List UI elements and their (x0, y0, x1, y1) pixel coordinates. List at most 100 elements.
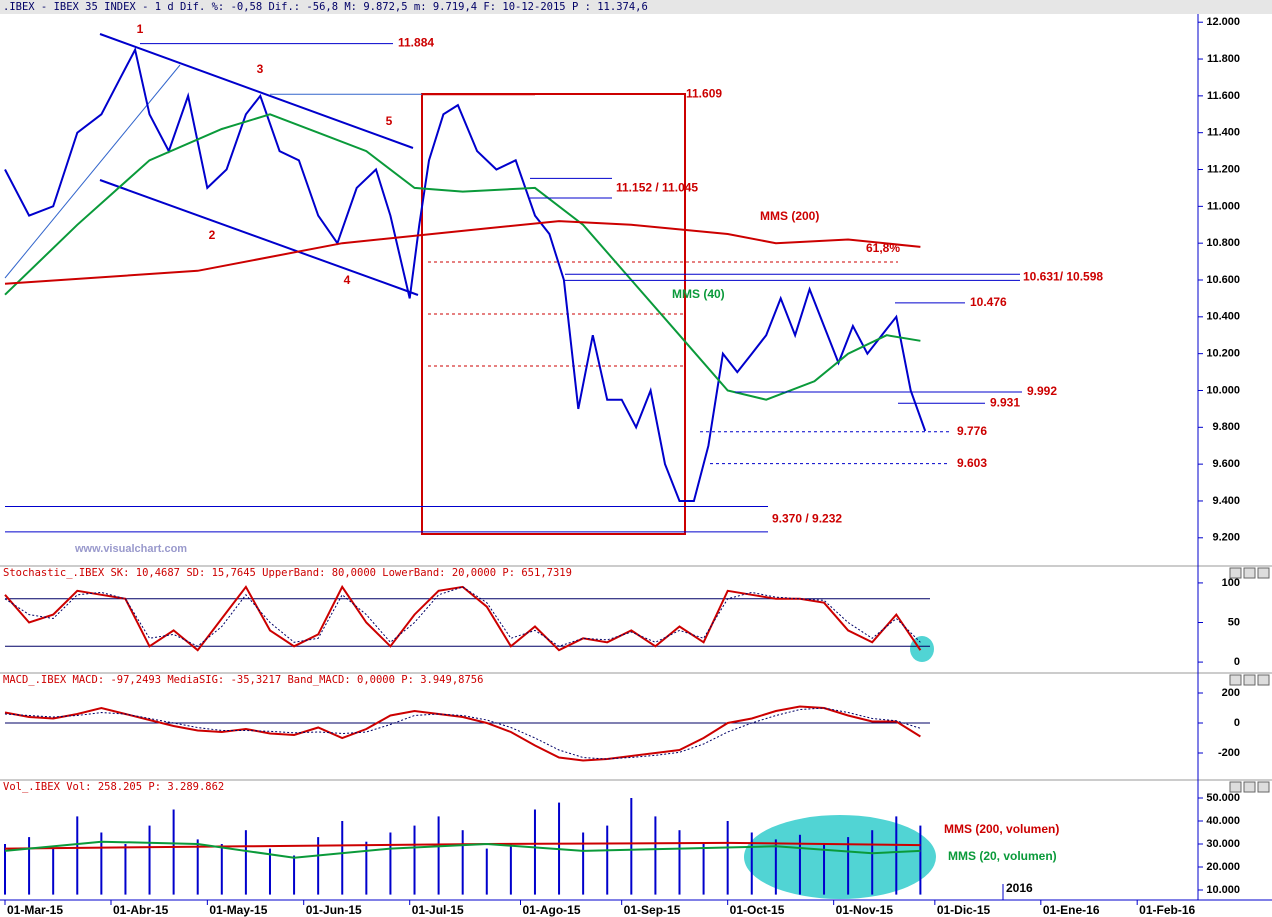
close-button[interactable] (1257, 567, 1270, 579)
series-label: MMS (40) (672, 287, 725, 301)
level-label: 9.992 (1027, 384, 1057, 398)
watermark: www.visualchart.com (74, 543, 187, 555)
volume-bar (509, 844, 512, 895)
panel-header: Vol_.IBEX Vol: 258.205 P: 3.289.862 (3, 781, 224, 793)
fib-label: 61,8% (866, 241, 900, 255)
volume-bar (148, 825, 151, 895)
x-tick-label: 01-Jul-15 (412, 903, 464, 917)
volume-bar (389, 832, 392, 895)
wave-label: 4 (344, 273, 351, 287)
volume-bar (100, 832, 103, 895)
y-tick-label: 9.400 (1212, 495, 1240, 507)
y-tick-label: 9.600 (1212, 458, 1240, 470)
y-tick-label: 30.000 (1206, 838, 1240, 850)
volume-bar (196, 839, 199, 895)
volume-bar (4, 844, 6, 895)
maximize-button[interactable] (1243, 674, 1256, 686)
channel-line (99, 33, 414, 149)
level-label: 9.603 (957, 456, 987, 470)
series-line (4, 220, 921, 285)
x-tick-label: 01-Jun-15 (306, 903, 362, 917)
volume-bar (798, 834, 801, 895)
minimize-button[interactable] (1229, 674, 1242, 686)
y-tick-label: 20.000 (1206, 861, 1240, 873)
y-tick-label: 0 (1234, 656, 1240, 668)
volume-bar (774, 839, 777, 895)
volume-bar (654, 816, 657, 895)
volume-bar (582, 832, 585, 895)
volume-bar (413, 825, 416, 895)
series-line (4, 113, 921, 401)
volume-bar (293, 855, 296, 895)
window-buttons[interactable] (1229, 567, 1270, 793)
wave-label: 5 (386, 114, 393, 128)
panel-header: Stochastic_.IBEX SK: 10,4687 SD: 15,7645… (3, 567, 572, 579)
x-tick-label: 01-Ago-15 (523, 903, 581, 917)
close-button[interactable] (1257, 781, 1270, 793)
series-line (4, 705, 921, 762)
volume-bar (750, 832, 753, 895)
y-tick-label: 10.800 (1206, 237, 1240, 249)
level-label: 9.931 (990, 395, 1020, 409)
y-tick-label: 11.800 (1207, 53, 1240, 65)
level-label: 9.776 (957, 424, 987, 438)
volume-bar (823, 844, 826, 895)
volume-bar (678, 830, 681, 895)
volume-bar (76, 816, 79, 895)
y-tick-label: 11.400 (1207, 127, 1240, 139)
series-label: MMS (200) (760, 209, 819, 223)
volume-bar (702, 844, 705, 895)
volume-bar (268, 848, 271, 895)
maximize-button[interactable] (1243, 781, 1256, 793)
minimize-button[interactable] (1229, 567, 1242, 579)
volume-bar (365, 841, 368, 895)
close-button[interactable] (1257, 674, 1270, 686)
x-tick-label: 01-Nov-15 (836, 903, 894, 917)
wave-label: 1 (137, 22, 144, 36)
minimize-button[interactable] (1229, 781, 1242, 793)
x-tick-label: 01-Sep-15 (624, 903, 681, 917)
level-label: 11.152 / 11.045 (616, 180, 698, 194)
maximize-button[interactable] (1243, 567, 1256, 579)
y-tick-label: 40.000 (1206, 815, 1240, 827)
y-tick-label: 11.000 (1207, 200, 1240, 212)
y-tick-label: 50 (1228, 616, 1240, 628)
y-tick-label: 11.200 (1207, 163, 1240, 175)
series-line (4, 586, 921, 647)
x-tick-label: 01-May-15 (209, 903, 267, 917)
y-tick-label: 10.200 (1206, 348, 1240, 360)
series-line (4, 840, 921, 859)
volume-bar (317, 837, 320, 895)
volume-bar (895, 816, 898, 895)
volume-bar (606, 825, 609, 895)
y-tick-label: 10.600 (1206, 274, 1240, 286)
volume-bar (461, 830, 464, 895)
range-box (421, 93, 686, 535)
series-line (4, 707, 921, 760)
y-tick-label: 0 (1234, 717, 1240, 729)
wave-label: 3 (257, 62, 264, 76)
volume-bar (630, 798, 633, 895)
y-tick-label: 10.000 (1206, 384, 1240, 396)
trend-line (4, 64, 181, 279)
volume-bar (52, 848, 55, 895)
volume-bar (847, 837, 850, 895)
channel-line (99, 179, 419, 296)
volume-bar (485, 848, 488, 895)
volume-bar (341, 821, 344, 895)
volume-bar (124, 844, 127, 895)
series-line (4, 584, 922, 652)
header-bar (0, 0, 1272, 14)
level-label: 10.631/ 10.598 (1023, 270, 1103, 284)
volume-bar (437, 816, 440, 895)
x-tick-label: 01-Dic-15 (937, 903, 991, 917)
series-label: MMS (200, volumen) (944, 822, 1059, 836)
x-tick-label: 01-Ene-16 (1043, 903, 1100, 917)
volume-bar (726, 821, 729, 895)
y-tick-label: 100 (1222, 577, 1240, 589)
volume-bar (871, 830, 874, 895)
y-tick-label: 9.800 (1212, 421, 1240, 433)
year-label: 2016 (1006, 881, 1033, 895)
volume-bar (28, 837, 31, 895)
